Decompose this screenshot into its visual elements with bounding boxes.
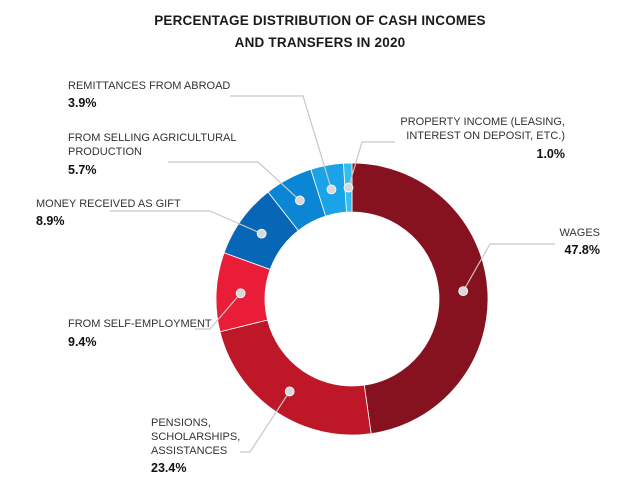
leader-dot-pensions	[284, 386, 295, 397]
chart-title-line-2: AND TRANSFERS IN 2020	[234, 35, 406, 50]
slice-wages	[351, 162, 489, 435]
leader-line-property-income	[347, 141, 395, 188]
label-wages: WAGES	[559, 227, 600, 239]
label-property-income: PROPERTY INCOME (LEASING, INTEREST ON DE…	[400, 116, 565, 142]
value-wages: 47.8%	[564, 243, 600, 257]
value-self-employment: 9.4%	[68, 335, 97, 349]
leader-line-wages	[462, 243, 555, 292]
leader-line-gift	[110, 210, 262, 235]
label-agricultural: FROM SELLING AGRICULTURAL PRODUCTION	[68, 132, 237, 158]
leader-dot-self-employment	[235, 288, 246, 299]
label-gift: MONEY RECEIVED AS GIFT	[36, 198, 181, 210]
chart-title-line-1: PERCENTAGE DISTRIBUTION OF CASH INCOMES	[154, 13, 486, 28]
leader-dot-property-income	[343, 182, 354, 193]
value-pensions: 23.4%	[151, 461, 187, 475]
leader-dot-wages	[458, 286, 469, 297]
leader-line-self-employment	[195, 292, 242, 330]
leader-line-remittances	[230, 95, 333, 190]
leader-line-pensions	[240, 391, 291, 453]
value-gift: 8.9%	[36, 214, 65, 228]
value-remittances: 3.9%	[68, 96, 97, 110]
leader-dot-gift	[256, 228, 267, 239]
label-pensions: PENSIONS, SCHOLARSHIPS, ASSISTANCES	[151, 417, 241, 457]
leader-dot-remittances	[326, 184, 337, 195]
leader-dot-agricultural	[294, 195, 305, 206]
value-property-income: 1.0%	[536, 147, 566, 161]
label-remittances: REMITTANCES FROM ABROAD	[68, 80, 231, 92]
value-agricultural: 5.7%	[68, 163, 97, 177]
label-self-employment: FROM SELF-EMPLOYMENT	[68, 318, 212, 330]
leader-line-agricultural	[168, 161, 301, 201]
